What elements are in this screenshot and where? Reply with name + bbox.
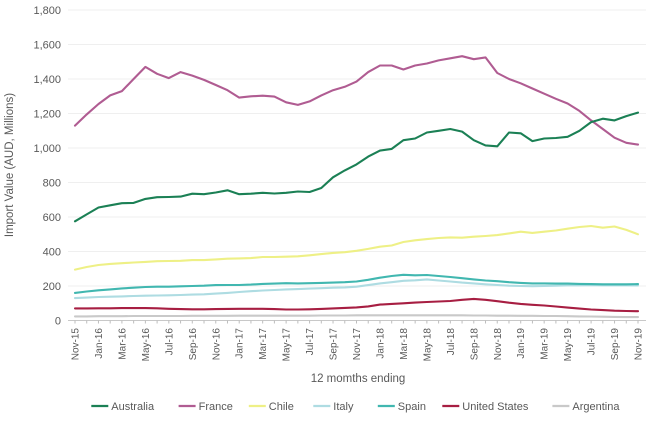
x-axis-title: 12 momths ending xyxy=(311,373,406,385)
x-tick-label: Mar-19 xyxy=(540,328,551,360)
x-tick-label: Jan-16 xyxy=(94,328,105,359)
x-tick-label: Jan-17 xyxy=(235,328,246,359)
legend-item-chile: Chile xyxy=(248,401,294,413)
x-tick-label: May-17 xyxy=(282,328,293,362)
legend-label: Argentina xyxy=(572,401,620,413)
legend-item-argentina: Argentina xyxy=(552,401,620,413)
gridlines xyxy=(68,9,646,287)
x-tick-label: Jul-17 xyxy=(305,328,316,356)
series-line-united-states xyxy=(73,297,640,313)
y-tick-label: 1,600 xyxy=(33,40,61,52)
legend-label: Australia xyxy=(111,401,155,413)
x-tick-label: Jul-18 xyxy=(446,328,457,356)
legend-item-united-states: United States xyxy=(442,401,529,413)
y-axis-title: Import Value (AUD, Millions) xyxy=(4,93,16,237)
y-tick-label: 1,800 xyxy=(33,5,61,17)
y-tick-label: 400 xyxy=(43,247,61,259)
x-tick-label: Jan-18 xyxy=(375,328,386,359)
x-tick-label: Jul-16 xyxy=(164,328,175,356)
x-tick-label: Mar-16 xyxy=(117,328,128,360)
legend-item-spain: Spain xyxy=(377,401,426,413)
legend-label: United States xyxy=(462,401,529,413)
x-tick-label: Jul-19 xyxy=(587,328,598,356)
series-line-france xyxy=(73,55,640,146)
y-tick-label: 1,200 xyxy=(33,109,61,121)
x-tick-label: May-19 xyxy=(563,328,574,362)
series-line-chile xyxy=(73,224,640,271)
x-tick-label: May-18 xyxy=(422,328,433,362)
series-line-argentina xyxy=(73,314,640,319)
series-lines xyxy=(73,55,640,319)
series-line-italy xyxy=(73,278,640,300)
x-tick-label: Nov-18 xyxy=(493,328,504,361)
y-tick-label: 1,400 xyxy=(33,74,61,86)
legend-item-france: France xyxy=(178,401,233,413)
legend-item-italy: Italy xyxy=(313,401,354,413)
series-line-spain xyxy=(73,273,640,294)
legend: Australia France Chile Italy Spain United Sta… xyxy=(91,401,620,413)
legend-label: Chile xyxy=(269,401,294,413)
x-tick-label: Sep-17 xyxy=(329,328,340,361)
x-tick-label: Mar-18 xyxy=(399,328,410,360)
x-tick-label: Sep-18 xyxy=(469,328,480,361)
x-tick-label: Sep-19 xyxy=(610,328,621,361)
y-tick-label: 1,000 xyxy=(33,143,61,155)
x-tick-label: Mar-17 xyxy=(258,328,269,360)
y-tick-label: 200 xyxy=(43,281,61,293)
y-tick-label: 0 xyxy=(55,316,61,328)
y-axis-tick-labels: 0 200 400 600 800 1,000 1,200 1,400 1,600 1,800 xyxy=(33,5,61,328)
x-tick-label: Sep-16 xyxy=(188,328,199,361)
legend-item-australia: Australia xyxy=(91,401,155,413)
x-tick-label: Nov-19 xyxy=(634,328,645,361)
y-tick-label: 600 xyxy=(43,212,61,224)
x-tick-label: Jan-19 xyxy=(516,328,527,359)
x-axis-line xyxy=(68,320,646,324)
x-axis-tick-labels: Nov-15 Jan-16 Mar-16 May-16 Jul-16 Sep-16 Nov-… xyxy=(71,328,645,362)
y-tick-label: 800 xyxy=(43,178,61,190)
legend-label: Italy xyxy=(333,401,354,413)
x-tick-label: May-16 xyxy=(141,328,152,362)
x-tick-label: Nov-15 xyxy=(71,328,82,361)
legend-label: France xyxy=(199,401,233,413)
series-line-australia xyxy=(73,111,640,223)
x-tick-label: Nov-17 xyxy=(352,328,363,361)
x-tick-label: Nov-16 xyxy=(211,328,222,361)
legend-label: Spain xyxy=(398,401,426,413)
